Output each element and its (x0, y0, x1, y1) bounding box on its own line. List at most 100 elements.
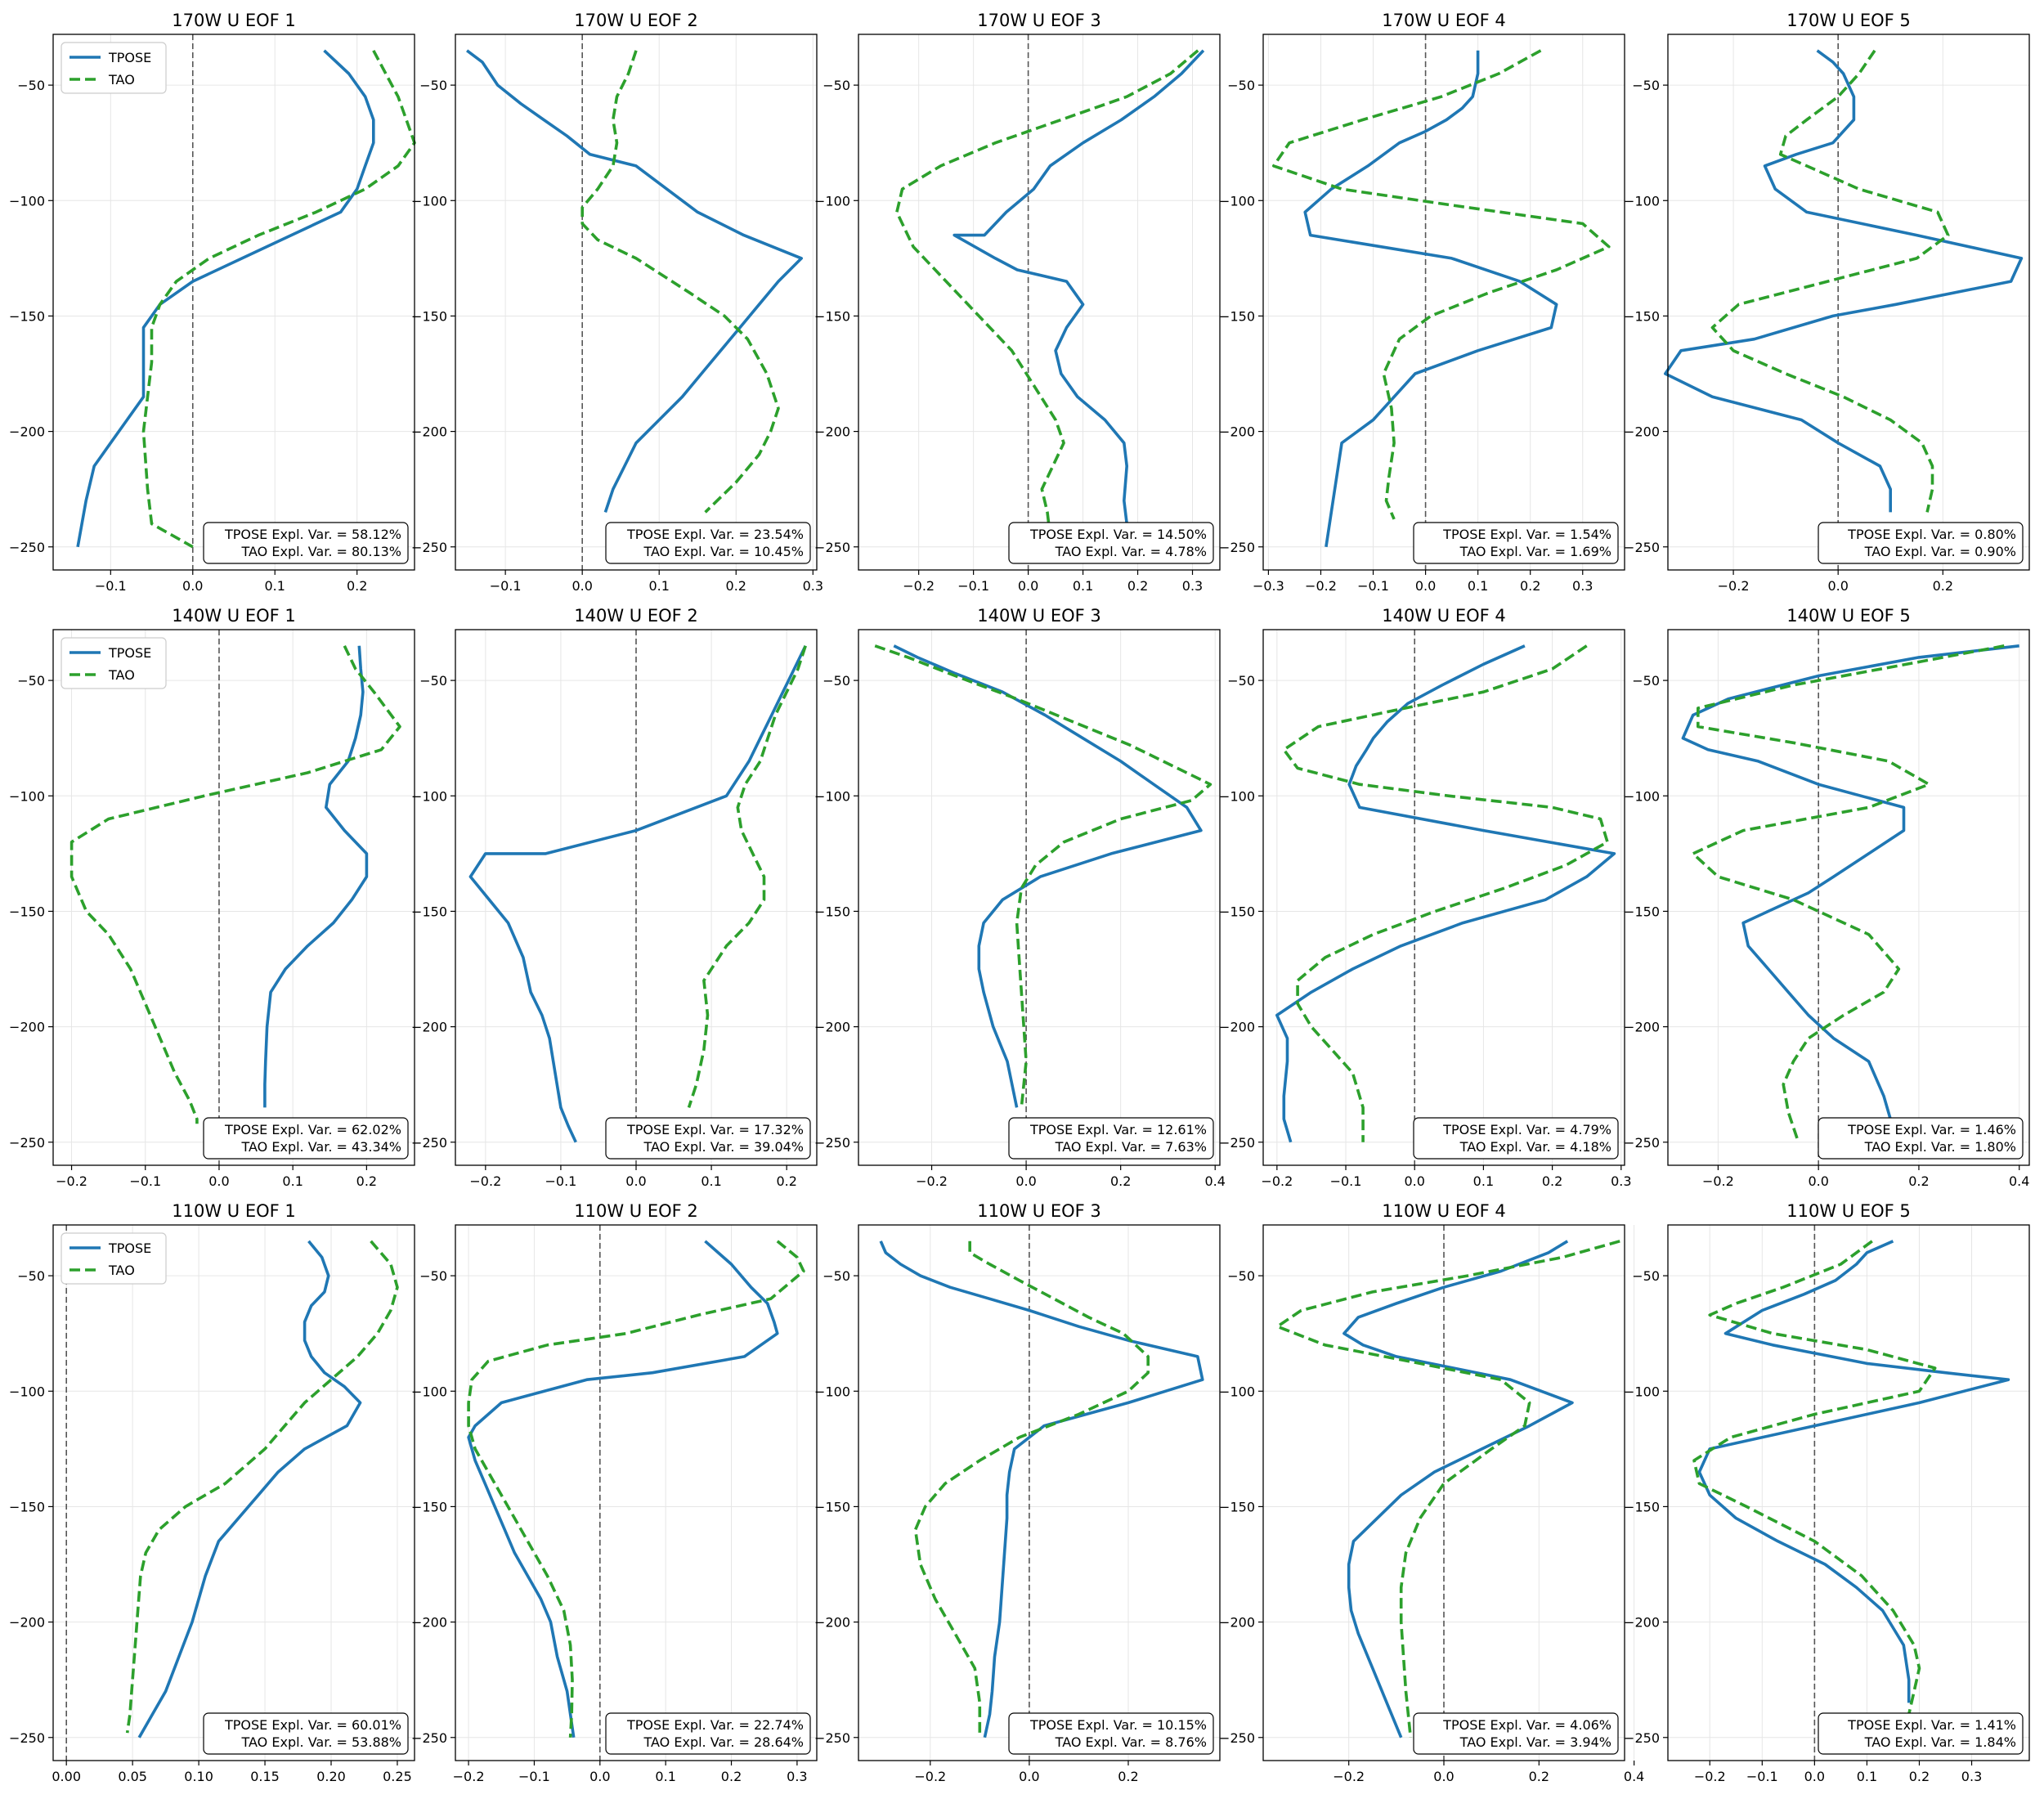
y-tick-label: −200 (1624, 424, 1660, 440)
legend-tpose-label: TPOSE (108, 645, 151, 661)
tao-line (141, 49, 416, 549)
subplot-title: 140W U EOF 2 (574, 606, 697, 626)
x-tick-label: 0.3 (1961, 1769, 1982, 1784)
x-tick-label: −0.2 (1702, 1173, 1734, 1189)
x-tick-label: 0.4 (1204, 1173, 1225, 1189)
x-tick-label: −0.2 (1718, 578, 1750, 594)
y-tick-label: −200 (9, 1615, 45, 1631)
x-tick-label: 0.1 (1468, 578, 1488, 594)
x-tick-label: 0.1 (265, 578, 285, 594)
y-tick-label: −50 (1632, 1268, 1660, 1284)
subplot-14: −0.2 0.0 0.2 0.4 −50 −100 −150 −200 −250 110W U E… (1219, 1201, 1644, 1784)
explained-variance-box (1008, 1712, 1214, 1755)
y-tick-label: −200 (9, 1020, 45, 1035)
tpose-explained-variance: TPOSE Expl. Var. = 62.02% (224, 1122, 401, 1137)
axes-frame (858, 34, 1221, 571)
x-tick-label: 0.2 (776, 1173, 796, 1189)
tpose-line (893, 644, 1203, 1108)
axes-frame (52, 34, 415, 571)
tpose-line (1275, 644, 1616, 1143)
x-tick-label: −0.2 (453, 1769, 485, 1784)
x-tick-label: −0.1 (1330, 1173, 1362, 1189)
y-tick-label: −150 (814, 1499, 850, 1514)
subplot-2: −0.1 0.0 0.1 0.2 0.3 −50 −100 −150 −200 −250 170W … (411, 11, 823, 594)
x-tick-label: −0.2 (1305, 578, 1337, 594)
x-tick-label: −0.1 (518, 1769, 550, 1784)
y-tick-label: −250 (814, 1730, 850, 1746)
x-tick-label: 0.3 (787, 1769, 807, 1784)
y-tick-label: −150 (411, 1499, 447, 1514)
x-tick-label: −0.1 (129, 1173, 161, 1189)
x-tick-label: 0.2 (1542, 1173, 1562, 1189)
y-tick-label: −200 (814, 1615, 850, 1631)
legend-tao-label: TAO (108, 667, 135, 683)
y-tick-label: −250 (411, 540, 447, 555)
y-tick-label: −150 (1219, 1499, 1255, 1514)
x-tick-label: 0.2 (1908, 1173, 1929, 1189)
axes-frame (455, 1224, 818, 1761)
x-tick-label: −0.1 (545, 1173, 576, 1189)
explained-variance-box (1818, 1117, 2024, 1160)
y-tick-label: −100 (814, 788, 850, 804)
tpose-explained-variance: TPOSE Expl. Var. = 23.54% (626, 527, 804, 542)
subplot-title: 170W U EOF 4 (1382, 11, 1505, 30)
y-tick-label: −250 (1624, 1730, 1660, 1746)
subplot-3: −0.2 −0.1 0.0 0.1 0.2 0.3 −50 −100 −150 −200 −250 1… (814, 11, 1221, 594)
x-tick-label: 0.2 (1118, 1769, 1138, 1784)
explained-variance-box (203, 1712, 409, 1755)
y-tick-label: −50 (419, 78, 447, 93)
tao-explained-variance: TAO Expl. Var. = 1.80% (1864, 1139, 2016, 1155)
explained-variance-box (1008, 522, 1214, 564)
explained-variance-box (605, 1117, 811, 1160)
subplot-6: −0.2 −0.1 0.0 0.1 0.2 −50 −100 −150 −200 −250 140W… (9, 606, 415, 1189)
tpose-explained-variance: TPOSE Expl. Var. = 10.15% (1029, 1717, 1207, 1733)
y-tick-label: −100 (1219, 788, 1255, 804)
subplot-title: 140W U EOF 4 (1382, 606, 1505, 626)
y-tick-label: −100 (9, 788, 45, 804)
tpose-line (879, 1240, 1204, 1738)
tao-line (913, 1240, 1150, 1734)
y-tick-label: −50 (419, 1268, 447, 1284)
subplot-title: 110W U EOF 1 (172, 1201, 295, 1221)
tpose-explained-variance: TPOSE Expl. Var. = 0.80% (1847, 527, 2016, 542)
x-tick-label: −0.2 (903, 578, 935, 594)
subplot-4: −0.3 −0.2 −0.1 0.0 0.1 0.2 0.3 −50 −100 −150 −200 −… (1219, 11, 1625, 594)
subplot-1: −0.1 0.0 0.1 0.2 −50 −100 −150 −200 −250 170W U E… (9, 11, 416, 594)
subplot-13: −0.2 0.0 0.2 −50 −100 −150 −200 −250 110W U EOF … (814, 1201, 1221, 1784)
x-tick-label: 0.25 (383, 1769, 412, 1784)
y-tick-label: −50 (1227, 1268, 1255, 1284)
explained-variance-box (203, 522, 409, 564)
x-tick-label: −0.2 (1694, 1769, 1726, 1784)
y-tick-label: −50 (1227, 673, 1255, 689)
y-tick-label: −150 (814, 308, 850, 324)
y-tick-label: −100 (1624, 788, 1660, 804)
y-tick-label: −200 (814, 1020, 850, 1035)
y-tick-label: −250 (1219, 1730, 1255, 1746)
tpose-explained-variance: TPOSE Expl. Var. = 17.32% (626, 1122, 804, 1137)
subplot-title: 140W U EOF 5 (1786, 606, 1910, 626)
tao-explained-variance: TAO Expl. Var. = 1.84% (1864, 1734, 2016, 1750)
y-tick-label: −250 (411, 1135, 447, 1151)
axes-frame (455, 34, 818, 571)
x-tick-label: −0.2 (914, 1769, 946, 1784)
x-tick-label: 0.3 (803, 578, 823, 594)
tpose-line (468, 645, 807, 1143)
tpose-line (1664, 49, 2024, 513)
x-tick-label: 0.0 (625, 1173, 646, 1189)
y-tick-label: −250 (9, 1135, 45, 1151)
subplot-5: −0.2 0.0 0.2 −50 −100 −150 −200 −250 170W U EOF … (1624, 11, 2030, 594)
y-tick-label: −50 (419, 673, 447, 689)
tpose-explained-variance: TPOSE Expl. Var. = 1.46% (1847, 1122, 2016, 1137)
x-tick-label: 0.10 (184, 1769, 213, 1784)
tpose-explained-variance: TPOSE Expl. Var. = 1.54% (1442, 527, 1611, 542)
x-tick-label: 0.1 (1857, 1769, 1877, 1784)
tao-line (1710, 49, 1950, 513)
tao-line (1272, 49, 1611, 520)
x-tick-label: 0.0 (1804, 1769, 1825, 1784)
explained-variance-box (605, 1712, 811, 1755)
tpose-line (1342, 1240, 1574, 1738)
y-tick-label: −150 (9, 308, 45, 324)
y-tick-label: −200 (1624, 1020, 1660, 1035)
y-tick-label: −250 (9, 540, 45, 555)
x-tick-label: 0.2 (1529, 1769, 1549, 1784)
